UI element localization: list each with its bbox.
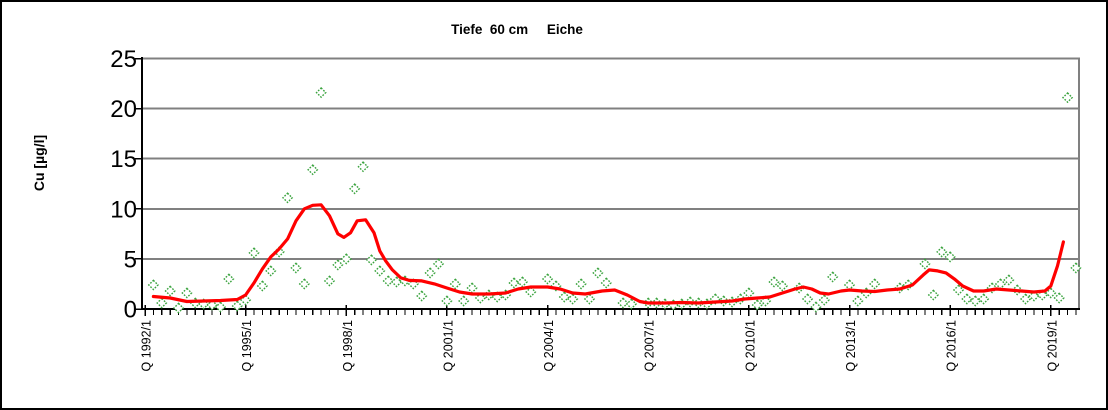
data-point-marker (298, 278, 310, 290)
data-point-marker (994, 278, 1007, 290)
data-point-marker (843, 279, 856, 291)
data-point-marker (827, 271, 839, 283)
data-point-marker (466, 282, 478, 294)
x-tick-label: Q 2019/1 (1045, 320, 1059, 371)
y-tick-label: 0 (124, 297, 137, 324)
data-point-marker (458, 295, 470, 307)
data-point-marker (1070, 262, 1082, 274)
data-point-marker (575, 278, 587, 290)
data-point-marker (525, 286, 537, 298)
x-tick-label: Q 2010/1 (743, 320, 757, 371)
data-point-marker (424, 267, 436, 279)
data-point-marker (936, 246, 948, 258)
data-point-marker (256, 280, 269, 292)
data-point-marker (416, 290, 428, 302)
data-point-marker (600, 277, 612, 289)
x-tick-label: Q 2004/1 (542, 320, 556, 371)
y-tick-label: 10 (110, 196, 137, 223)
data-point-marker (223, 273, 235, 285)
data-point-marker (181, 287, 193, 299)
data-point-marker (357, 161, 369, 173)
data-point-marker (818, 294, 830, 306)
x-tick-label: Q 2007/1 (643, 320, 657, 371)
data-point-marker (1061, 91, 1074, 104)
data-point-marker (1003, 274, 1015, 286)
x-tick-label: Q 2013/1 (844, 320, 858, 371)
data-point-marker (323, 275, 336, 287)
y-tick-label: 25 (110, 46, 137, 73)
data-point-marker (919, 258, 931, 270)
data-point-marker (541, 273, 554, 285)
chart-title: Tiefe 60 cm Eiche (451, 22, 583, 37)
data-point-marker (349, 183, 361, 195)
data-point-marker (617, 297, 629, 309)
data-point-marker (927, 289, 939, 301)
data-point-marker (567, 293, 579, 305)
y-tick-label: 15 (110, 146, 137, 173)
data-point-marker (743, 287, 755, 299)
data-point-marker (1028, 290, 1040, 302)
data-point-marker (307, 164, 319, 176)
data-point-marker (214, 301, 227, 313)
x-tick-label: Q 1995/1 (240, 320, 254, 371)
data-point-marker (231, 300, 243, 312)
data-point-marker (441, 295, 453, 307)
data-point-marker (961, 293, 973, 305)
data-point-marker (1045, 287, 1057, 299)
data-point-marker (391, 276, 403, 288)
data-point-marker (340, 253, 352, 265)
trend-line (151, 203, 1065, 305)
data-point-marker (1053, 292, 1065, 304)
data-point-marker (810, 301, 822, 313)
data-point-marker (760, 295, 772, 307)
data-point-marker (332, 259, 344, 271)
data-point-marker (969, 295, 981, 307)
data-point-marker (1020, 293, 1032, 305)
data-point-marker (625, 298, 638, 310)
x-tick-label: Q 2001/1 (441, 320, 455, 371)
data-point-marker (952, 284, 965, 296)
data-point-marker (583, 293, 596, 305)
data-point-marker (801, 293, 814, 305)
data-point-marker (248, 247, 260, 259)
data-point-marker (172, 302, 185, 314)
data-point-marker (315, 86, 327, 99)
data-point-marker (768, 276, 780, 288)
x-tick-label: Q 2016/1 (945, 320, 959, 371)
data-point-marker (751, 299, 763, 311)
x-tick-label: Q 1992/1 (140, 320, 154, 371)
data-point-marker (592, 267, 604, 279)
data-point-marker (474, 292, 487, 304)
data-point-marker (432, 258, 445, 270)
data-point-marker (382, 275, 394, 287)
data-point-marker (852, 295, 864, 307)
data-point-marker (869, 278, 881, 290)
data-point-marker (944, 251, 956, 263)
data-point-marker (374, 265, 386, 277)
data-point-marker (156, 297, 168, 309)
data-point-marker (558, 291, 570, 303)
data-point-marker (290, 262, 302, 274)
data-point-marker (365, 254, 378, 266)
data-point-marker (164, 285, 176, 297)
data-point-marker (265, 265, 277, 277)
y-tick-label: 5 (124, 246, 137, 273)
data-point-marker (449, 278, 461, 290)
y-tick-label: 20 (110, 96, 137, 123)
data-point-marker (281, 192, 294, 204)
data-point-marker (206, 299, 218, 311)
x-tick-label: Q 1998/1 (341, 320, 355, 371)
data-point-marker (776, 280, 789, 292)
data-point-marker (147, 279, 159, 291)
data-point-marker (508, 277, 520, 289)
data-point-marker (978, 293, 990, 305)
data-point-marker (516, 276, 529, 288)
